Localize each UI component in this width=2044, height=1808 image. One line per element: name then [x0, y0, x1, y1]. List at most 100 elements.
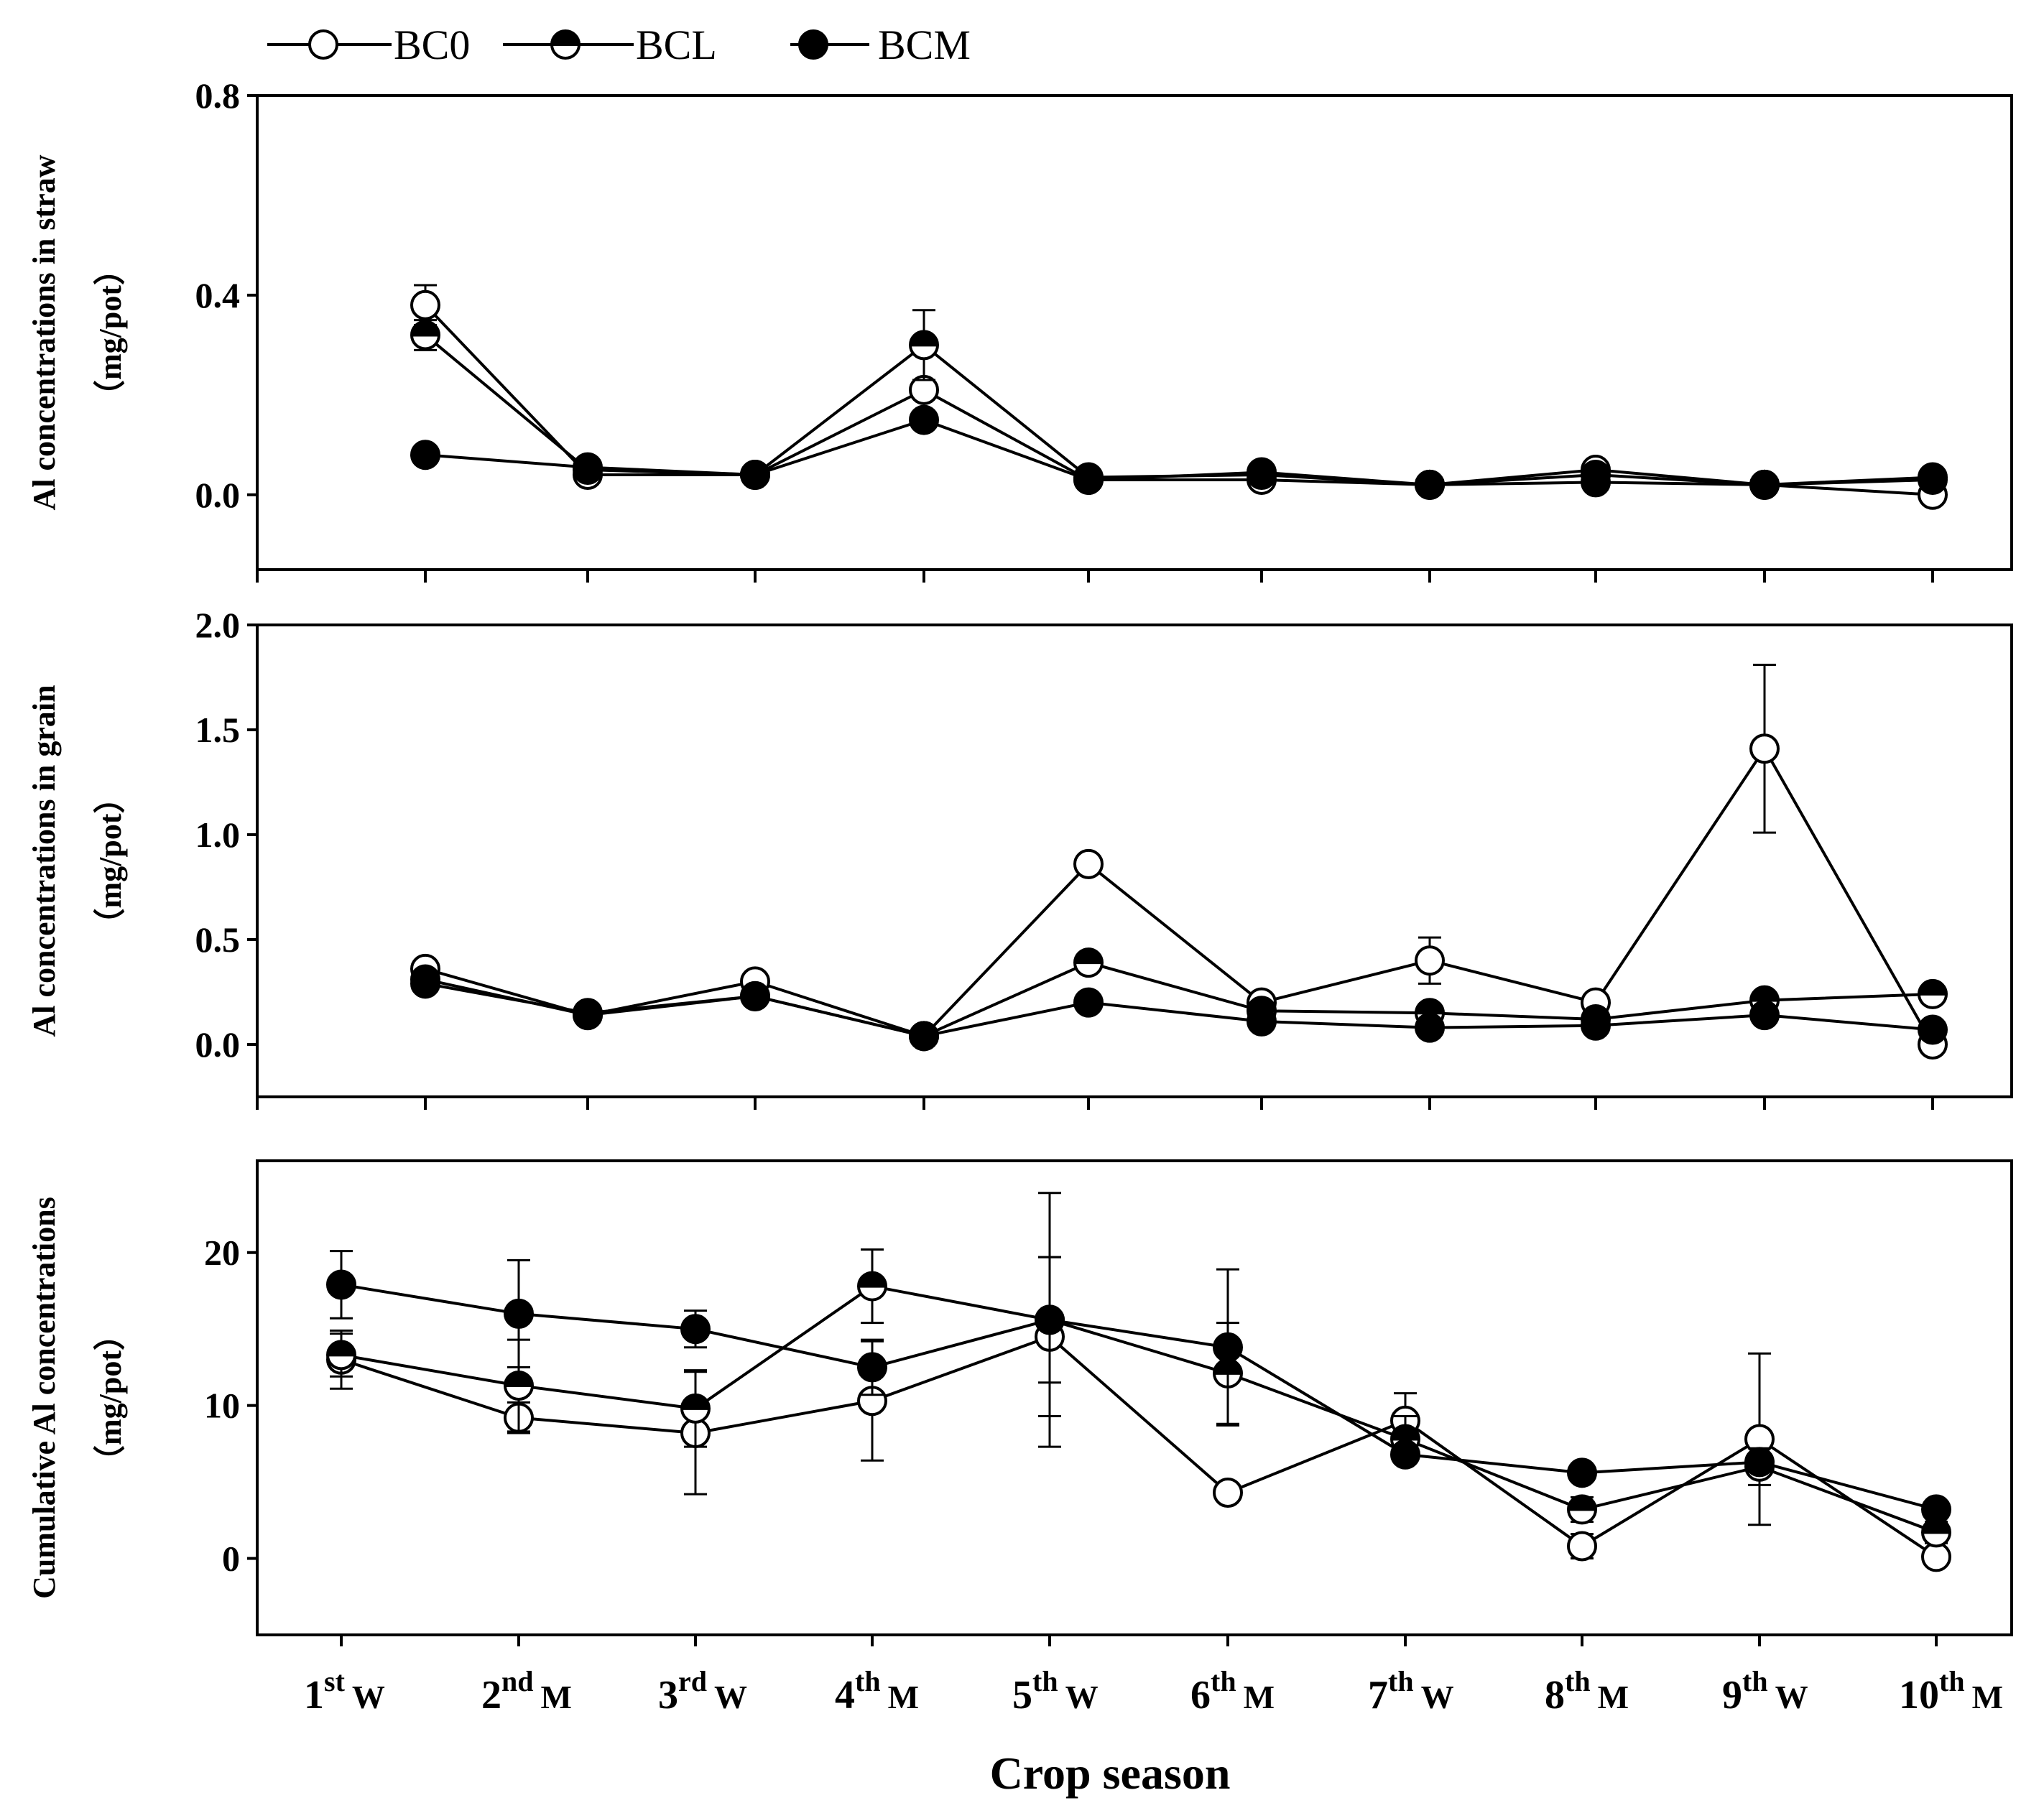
- plot-frame-cumulative: [256, 1159, 2013, 1636]
- x-category-suffix-3: M: [888, 1679, 919, 1715]
- x-category-label-9: 10th M: [1899, 1665, 2003, 1717]
- point-grain-bcm-5-shape: [1247, 1006, 1277, 1037]
- point-cumulative-bcl-7: [1567, 1494, 1597, 1525]
- point-cumulative-bcm-4-shape: [1035, 1304, 1065, 1335]
- point-grain-bcm-7-shape: [1581, 1010, 1611, 1041]
- x-category-label-8: 9th W: [1722, 1665, 1808, 1717]
- legend: BC0 BCL BCM: [267, 22, 971, 68]
- y-tick-label-grain-4: 2.0: [195, 605, 241, 645]
- point-grain-bcm-3-shape: [909, 1021, 939, 1052]
- series-grain-bc0: [410, 663, 1948, 1060]
- series-line-straw-bcl: [424, 333, 1933, 486]
- x-category-suffix-2: W: [714, 1679, 747, 1715]
- panel-grain: 0.0 0.5 1.0 1.5 2.0 Al concentrations in grai…: [27, 605, 2013, 1110]
- x-category-num-7: 8: [1545, 1673, 1565, 1717]
- x-category-sup-8: th: [1742, 1665, 1768, 1697]
- point-straw-bcm-4-shape: [1073, 464, 1104, 495]
- point-grain-bc0-6: [1415, 945, 1445, 976]
- point-grain-bcm-1-shape: [573, 998, 603, 1029]
- y-axis-unit-cumulative: （mg/pot）: [93, 1319, 128, 1477]
- point-grain-bc0-8-shape: [1749, 733, 1780, 764]
- point-straw-bcl-0-fill: [412, 321, 439, 335]
- series-line-cumulative-bcm: [341, 1283, 1937, 1511]
- point-cumulative-bcl-1-fill: [505, 1371, 532, 1386]
- point-grain-bc0-8: [1749, 733, 1780, 764]
- series-line-grain-bcm: [425, 982, 1933, 1038]
- x-axis: 1st W 2nd M 3rd W 4th M 5th W 6th M 7th W 8th M 9th W 10th…: [304, 1665, 2003, 1717]
- point-grain-bcm-8: [1749, 1000, 1780, 1031]
- x-category-num-4: 5: [1012, 1673, 1032, 1717]
- point-straw-bcm-9-shape: [1918, 462, 1948, 493]
- y-tick-label-straw-1: 0.4: [195, 275, 241, 315]
- x-category-sup-2: rd: [678, 1665, 707, 1697]
- series-cumulative-bcl: [326, 1248, 1951, 1548]
- x-category-label-0: 1st W: [304, 1665, 385, 1717]
- point-cumulative-bcm-6-shape: [1390, 1439, 1420, 1470]
- point-grain-bcl-9: [1918, 978, 1948, 1009]
- point-cumulative-bcm-8-shape: [1744, 1447, 1775, 1478]
- series-line-cumulative-bc0: [341, 1335, 1938, 1559]
- x-category-num-1: 2: [481, 1673, 501, 1717]
- point-grain-bc0-4: [1073, 848, 1104, 879]
- x-category-suffix-5: M: [1244, 1679, 1275, 1715]
- x-category-num-5: 6: [1190, 1673, 1211, 1717]
- point-grain-bc0-6-shape: [1415, 945, 1445, 976]
- x-category-num-2: 3: [658, 1673, 678, 1717]
- point-cumulative-bc0-7: [1567, 1531, 1597, 1562]
- point-grain-bcl-6-fill: [1416, 999, 1443, 1014]
- point-cumulative-bcl-0-fill: [328, 1341, 355, 1355]
- point-cumulative-bcm-5: [1213, 1332, 1243, 1363]
- series-line-straw-bcm: [425, 418, 1933, 486]
- point-cumulative-bc0-5-shape: [1213, 1478, 1243, 1508]
- point-cumulative-bcm-7-shape: [1567, 1457, 1597, 1488]
- point-grain-bcm-1: [573, 998, 603, 1029]
- series-grain-bcm: [410, 968, 1948, 1052]
- point-straw-bcm-3-shape: [909, 404, 939, 435]
- x-category-label-3: 4th M: [835, 1665, 919, 1717]
- point-cumulative-bcm-3: [857, 1352, 887, 1383]
- point-cumulative-bcm-8: [1744, 1447, 1775, 1478]
- legend-marker-bcl: [550, 29, 581, 60]
- x-category-sup-4: th: [1032, 1665, 1058, 1697]
- point-cumulative-bcm-4: [1035, 1304, 1065, 1335]
- legend-marker-bc0: [308, 29, 338, 60]
- point-cumulative-bcm-0-shape: [326, 1269, 356, 1300]
- y-tick-label-grain-2: 1.0: [195, 815, 241, 855]
- point-cumulative-bc0-5: [1213, 1478, 1243, 1508]
- point-straw-bcm-6: [1415, 469, 1445, 500]
- x-category-sup-3: th: [855, 1665, 881, 1697]
- legend-entry-bcl: BCL: [503, 22, 717, 68]
- point-cumulative-bcm-1-shape: [504, 1298, 534, 1329]
- point-cumulative-bcl-6-fill: [1392, 1425, 1419, 1440]
- series-line-straw-bc0: [424, 304, 1933, 496]
- y-tick-label-straw-2: 0.8: [195, 75, 241, 116]
- point-cumulative-bcm-9: [1921, 1494, 1951, 1525]
- x-category-suffix-0: W: [352, 1679, 385, 1715]
- point-straw-bcm-7: [1581, 467, 1611, 498]
- point-straw-bc0-0-shape: [410, 289, 440, 320]
- y-tick-label-grain-0: 0.0: [195, 1024, 241, 1065]
- point-grain-bcm-9: [1918, 1014, 1948, 1045]
- point-cumulative-bcm-9-shape: [1921, 1494, 1951, 1525]
- point-cumulative-bcl-3-fill: [859, 1272, 886, 1287]
- x-category-num-6: 7: [1368, 1673, 1388, 1717]
- y-axis-title-straw: Al concentrations in straw: [27, 154, 62, 510]
- point-grain-bcl-4-fill: [1075, 949, 1102, 963]
- point-straw-bcm-0: [410, 440, 440, 470]
- legend-entry-bc0: BC0: [267, 22, 470, 68]
- x-category-sup-0: st: [324, 1665, 346, 1697]
- series-grain-bcl: [410, 947, 1948, 1052]
- series-cumulative-bc0: [326, 1256, 1951, 1572]
- y-tick-label-straw-0: 0.0: [195, 475, 241, 515]
- point-cumulative-bcm-6: [1390, 1439, 1420, 1470]
- point-cumulative-bcm-7: [1567, 1457, 1597, 1488]
- series-line-grain-bc0: [425, 746, 1934, 1045]
- point-grain-bcm-8-shape: [1749, 1000, 1780, 1031]
- y-tick-label-cumulative-1: 10: [204, 1386, 240, 1426]
- legend-label-bcl: BCL: [636, 22, 717, 68]
- point-straw-bcm-8-shape: [1749, 469, 1780, 500]
- point-grain-bcl-8-fill: [1751, 986, 1778, 1001]
- point-straw-bcm-2-shape: [740, 460, 770, 490]
- x-category-num-9: 10: [1899, 1673, 1939, 1717]
